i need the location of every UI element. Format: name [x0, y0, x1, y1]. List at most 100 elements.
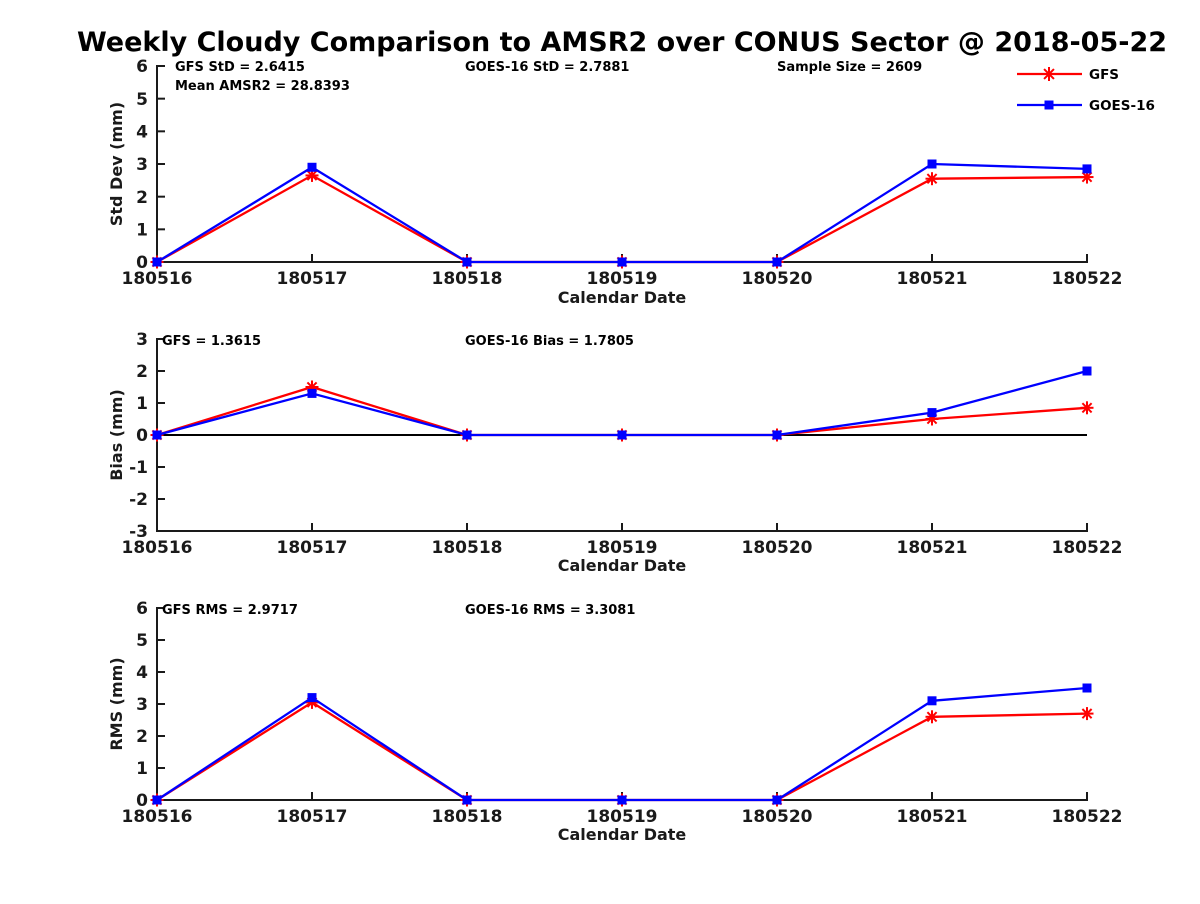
x-tick-label: 180517 — [277, 538, 348, 558]
data-point-marker — [1080, 707, 1094, 721]
x-tick-label: 180518 — [432, 807, 503, 827]
y-tick-label: -3 — [129, 522, 148, 542]
series-gfs — [150, 695, 1094, 807]
series-gfs — [150, 168, 1094, 269]
series-line — [156, 686, 1088, 802]
data-point-marker — [927, 159, 937, 169]
series-goes-16 — [152, 683, 1092, 805]
asterisk-stroke — [1081, 402, 1093, 414]
y-tick-label: 1 — [136, 220, 148, 240]
data-point-marker — [1080, 401, 1094, 415]
data-point-marker — [1082, 366, 1092, 376]
asterisk-stroke — [1081, 171, 1093, 183]
y-tick-label: 5 — [136, 631, 148, 651]
x-tick-label: 180520 — [742, 538, 813, 558]
x-axis-title: Calendar Date — [558, 556, 687, 575]
y-tick-label: -2 — [129, 490, 148, 510]
annotation-text: Sample Size = 2609 — [777, 60, 922, 75]
x-tick-label: 180518 — [432, 269, 503, 289]
data-point-marker — [307, 162, 317, 172]
x-tick-label: 180519 — [587, 269, 658, 289]
annotation-text: GFS StD = 2.6415 — [175, 60, 305, 75]
page-title: Weekly Cloudy Comparison to AMSR2 over C… — [76, 27, 1168, 58]
asterisk-stroke — [306, 170, 318, 181]
x-tick-label: 180521 — [897, 538, 968, 558]
chart-std-dev: 0 1 2 3 4 5 6 180516 180517 180518 180519 180520 180… — [107, 57, 1122, 307]
data-point-marker — [462, 257, 472, 267]
data-point-marker — [307, 693, 317, 703]
x-tick-label: 180519 — [587, 807, 658, 827]
data-point-marker — [617, 795, 627, 805]
y-tick-label: 2 — [136, 362, 148, 382]
data-point-marker — [307, 388, 317, 398]
x-tick-label: 180517 — [277, 807, 348, 827]
x-tick-label: 180516 — [122, 538, 193, 558]
data-point-marker — [462, 795, 472, 805]
y-axis-title: Bias (mm) — [107, 389, 126, 481]
y-tick-label: 4 — [136, 663, 148, 683]
y-tick-label: 0 — [136, 791, 148, 811]
annotation-text: GOES-16 StD = 2.7881 — [465, 60, 629, 75]
y-tick-label: 3 — [136, 695, 148, 715]
data-point-marker — [772, 795, 782, 805]
chart-bias: -3 -2 -1 0 1 2 3 180516 180517 180518 180519 180520… — [107, 330, 1122, 575]
y-tick-label: 2 — [136, 727, 148, 747]
data-point-marker — [617, 257, 627, 267]
x-tick-label: 180521 — [897, 807, 968, 827]
series-line — [156, 385, 1088, 437]
data-point-marker — [1082, 164, 1092, 174]
data-point-marker — [462, 430, 472, 440]
annotation-text: GOES-16 RMS = 3.3081 — [465, 603, 635, 618]
data-point-marker — [617, 430, 627, 440]
asterisk-stroke — [926, 173, 938, 185]
x-tick-label: 180521 — [897, 269, 968, 289]
data-point-marker — [925, 172, 939, 186]
y-tick-label: 4 — [136, 122, 148, 142]
series-line — [156, 701, 1088, 802]
x-tick-label: 180518 — [432, 538, 503, 558]
y-tick-label: 0 — [136, 426, 148, 446]
asterisk-stroke — [1043, 68, 1055, 80]
y-tick-label: 2 — [136, 188, 148, 208]
data-point-marker — [927, 696, 937, 706]
data-point-marker — [152, 795, 162, 805]
series-line — [156, 174, 1088, 264]
y-tick-label: 1 — [136, 394, 148, 414]
y-tick-label: 5 — [136, 90, 148, 110]
series-goes-16 — [152, 366, 1092, 440]
y-tick-label: 6 — [136, 599, 148, 619]
data-point-marker — [1082, 683, 1092, 693]
legend-label: GOES-16 — [1089, 98, 1155, 114]
y-tick-label: 3 — [136, 330, 148, 350]
legend-item-goes-16: GOES-16 — [1017, 98, 1155, 114]
legend-asterisk-marker — [1042, 67, 1056, 81]
annotation-text: Mean AMSR2 = 28.8393 — [175, 79, 350, 94]
x-tick-label: 180519 — [587, 538, 658, 558]
y-axis-title: RMS (mm) — [107, 657, 126, 750]
chart-rms: 0 1 2 3 4 5 6 180516 180517 180518 180519 180520 180… — [107, 599, 1122, 844]
x-tick-label: 180520 — [742, 807, 813, 827]
annotation-text: GFS = 1.3615 — [162, 334, 261, 349]
y-tick-label: 6 — [136, 57, 148, 77]
annotation-text: GOES-16 Bias = 1.7805 — [465, 334, 634, 349]
data-point-marker — [772, 430, 782, 440]
x-axis-title: Calendar Date — [558, 288, 687, 307]
data-point-marker — [927, 408, 937, 418]
y-axis-title: Std Dev (mm) — [107, 102, 126, 226]
data-point-marker — [772, 257, 782, 267]
asterisk-stroke — [926, 711, 938, 723]
y-tick-label: -1 — [129, 458, 148, 478]
legend: GFS GOES-16 — [1017, 67, 1155, 114]
y-tick-label: 3 — [136, 155, 148, 175]
legend-square-marker — [1044, 100, 1054, 110]
x-tick-label: 180517 — [277, 269, 348, 289]
y-tick-label: 1 — [136, 759, 148, 779]
x-tick-label: 180522 — [1052, 538, 1123, 558]
series-goes-16 — [152, 159, 1092, 267]
legend-item-gfs: GFS — [1017, 67, 1119, 83]
x-tick-label: 180522 — [1052, 807, 1123, 827]
data-point-marker — [925, 710, 939, 724]
x-tick-label: 180522 — [1052, 269, 1123, 289]
x-tick-label: 180520 — [742, 269, 813, 289]
